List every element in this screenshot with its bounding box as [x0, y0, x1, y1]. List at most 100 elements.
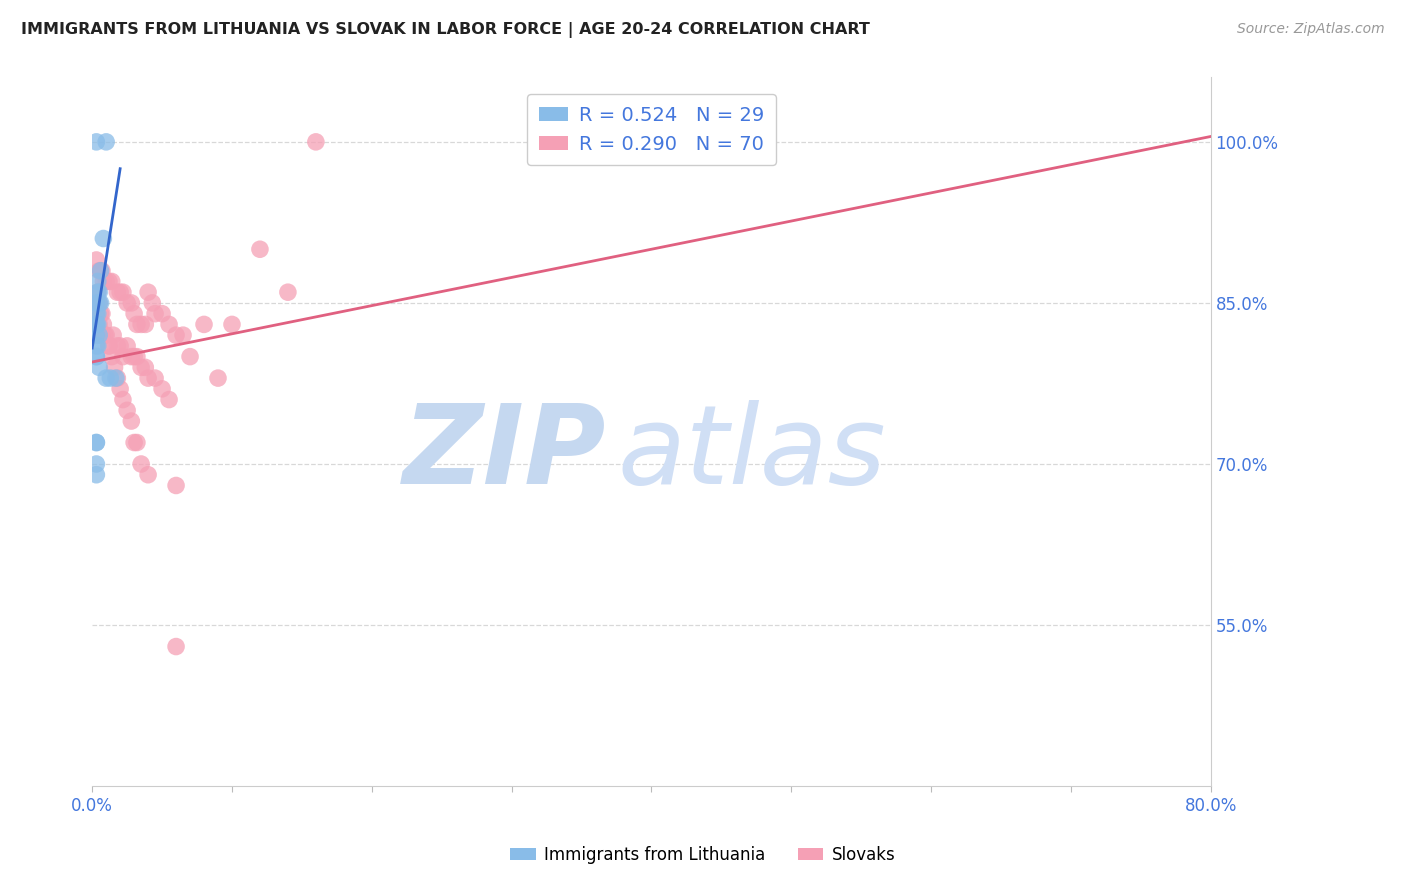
Point — [157, 392, 180, 407]
Point — [97, 339, 120, 353]
Point — [193, 318, 215, 332]
Point — [129, 318, 152, 332]
Point — [93, 318, 115, 332]
Point — [87, 275, 110, 289]
Point — [129, 457, 152, 471]
Point — [249, 242, 271, 256]
Point — [122, 307, 145, 321]
Point — [165, 478, 187, 492]
Point — [86, 435, 108, 450]
Point — [120, 296, 142, 310]
Point — [86, 318, 108, 332]
Point — [86, 467, 108, 482]
Point — [104, 371, 127, 385]
Point — [96, 135, 118, 149]
Point — [90, 264, 112, 278]
Point — [86, 350, 108, 364]
Text: IMMIGRANTS FROM LITHUANIA VS SLOVAK IN LABOR FORCE | AGE 20-24 CORRELATION CHART: IMMIGRANTS FROM LITHUANIA VS SLOVAK IN L… — [21, 22, 870, 38]
Point — [103, 360, 125, 375]
Point — [86, 252, 108, 267]
Point — [165, 328, 187, 343]
Point — [89, 296, 111, 310]
Point — [115, 403, 138, 417]
Point — [86, 457, 108, 471]
Point — [120, 350, 142, 364]
Point — [125, 435, 148, 450]
Point — [93, 275, 115, 289]
Point — [86, 435, 108, 450]
Point — [89, 285, 111, 300]
Point — [91, 307, 114, 321]
Point — [108, 285, 131, 300]
Point — [86, 135, 108, 149]
Point — [179, 350, 201, 364]
Point — [97, 339, 120, 353]
Point — [111, 392, 134, 407]
Point — [122, 350, 145, 364]
Point — [125, 318, 148, 332]
Point — [94, 328, 117, 343]
Point — [89, 328, 111, 343]
Point — [100, 350, 122, 364]
Point — [305, 135, 328, 149]
Point — [143, 307, 166, 321]
Legend: R = 0.524   N = 29, R = 0.290   N = 70: R = 0.524 N = 29, R = 0.290 N = 70 — [527, 95, 776, 165]
Point — [86, 307, 108, 321]
Point — [115, 339, 138, 353]
Legend: Immigrants from Lithuania, Slovaks: Immigrants from Lithuania, Slovaks — [503, 839, 903, 871]
Point — [125, 350, 148, 364]
Point — [108, 382, 131, 396]
Text: ZIP: ZIP — [404, 400, 606, 507]
Point — [86, 350, 108, 364]
Text: atlas: atlas — [617, 400, 887, 507]
Point — [91, 264, 114, 278]
Point — [86, 339, 108, 353]
Point — [134, 360, 156, 375]
Point — [150, 382, 173, 396]
Point — [86, 328, 108, 343]
Point — [87, 318, 110, 332]
Point — [122, 435, 145, 450]
Point — [91, 328, 114, 343]
Point — [87, 285, 110, 300]
Point — [136, 371, 159, 385]
Point — [93, 231, 115, 245]
Point — [101, 328, 124, 343]
Point — [96, 328, 118, 343]
Point — [172, 328, 194, 343]
Point — [105, 371, 128, 385]
Point — [141, 296, 163, 310]
Point — [111, 350, 134, 364]
Point — [86, 296, 108, 310]
Point — [87, 307, 110, 321]
Point — [97, 275, 120, 289]
Point — [115, 296, 138, 310]
Point — [129, 360, 152, 375]
Point — [221, 318, 243, 332]
Point — [111, 285, 134, 300]
Point — [89, 264, 111, 278]
Point — [136, 467, 159, 482]
Point — [134, 318, 156, 332]
Point — [86, 318, 108, 332]
Point — [87, 285, 110, 300]
Point — [157, 318, 180, 332]
Point — [105, 285, 128, 300]
Point — [89, 296, 111, 310]
Point — [86, 318, 108, 332]
Point — [105, 339, 128, 353]
Point — [143, 371, 166, 385]
Point — [89, 318, 111, 332]
Point — [96, 371, 118, 385]
Point — [98, 371, 121, 385]
Point — [120, 414, 142, 428]
Point — [136, 285, 159, 300]
Point — [90, 264, 112, 278]
Point — [277, 285, 299, 300]
Point — [150, 307, 173, 321]
Text: Source: ZipAtlas.com: Source: ZipAtlas.com — [1237, 22, 1385, 37]
Point — [90, 307, 112, 321]
Point — [207, 371, 229, 385]
Point — [165, 640, 187, 654]
Point — [89, 360, 111, 375]
